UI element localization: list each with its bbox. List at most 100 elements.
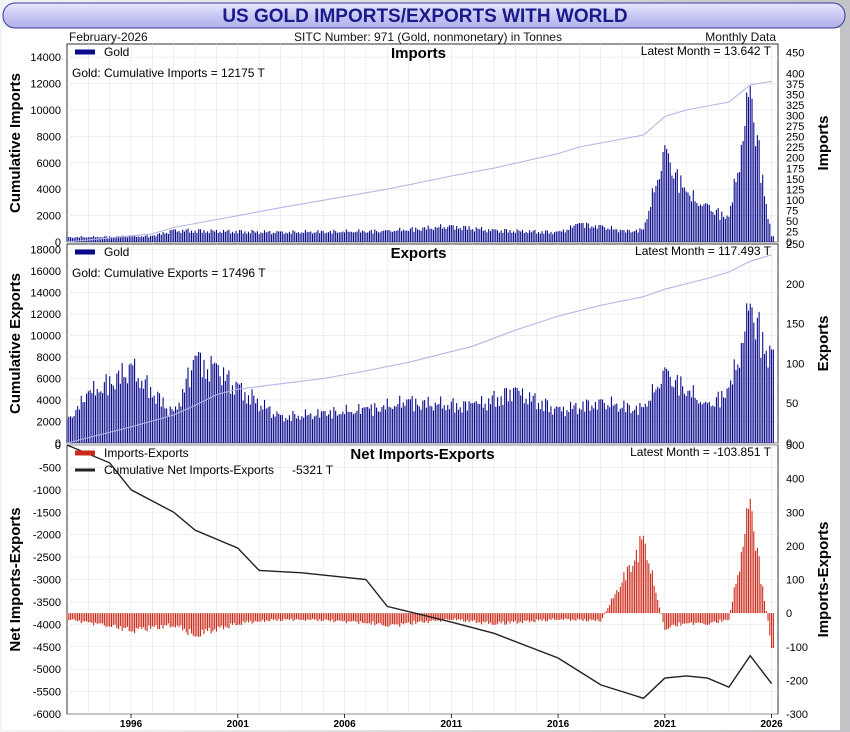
bar-exports: [771, 349, 773, 443]
bar-exports: [498, 405, 500, 443]
bar-exports: [408, 399, 410, 443]
bar-net: [267, 613, 269, 621]
bar-imports: [762, 174, 764, 242]
left-tick-net: -1500: [33, 507, 61, 519]
bar-exports: [568, 411, 570, 443]
bar-exports: [737, 364, 739, 443]
bar-imports: [253, 231, 255, 242]
bar-net: [118, 613, 120, 629]
bar-exports: [409, 399, 411, 443]
bar-exports: [678, 395, 680, 443]
bar-imports: [616, 229, 618, 242]
bar-net: [367, 613, 369, 624]
bar-net: [148, 613, 150, 626]
bar-net: [87, 613, 89, 623]
bar-exports: [84, 402, 86, 443]
bar-exports: [292, 410, 294, 443]
bar-net: [326, 613, 328, 620]
bar-net: [635, 549, 637, 614]
bar-exports: [285, 417, 287, 443]
bar-imports: [724, 218, 726, 242]
right-tick-net: 300: [786, 507, 804, 519]
bar-exports: [400, 407, 403, 443]
bar-net: [247, 613, 250, 623]
bar-exports: [301, 416, 303, 443]
bar-imports: [176, 231, 178, 242]
bar-imports: [525, 231, 527, 242]
bar-net: [648, 563, 650, 614]
bar-exports: [717, 391, 719, 443]
bar-exports: [328, 414, 330, 443]
bar-net: [459, 613, 461, 620]
bar-net: [637, 562, 639, 614]
bar-imports: [393, 230, 395, 242]
bar-imports: [388, 230, 390, 242]
bar-exports: [311, 419, 314, 443]
bar-net: [157, 613, 159, 629]
right-tick-exports: 150: [786, 319, 804, 331]
bar-net: [306, 613, 308, 620]
bar-imports: [755, 146, 757, 242]
bar-net: [315, 613, 317, 620]
left-axis-title-exports: Cumulative Exports: [7, 273, 24, 414]
bar-exports: [354, 412, 356, 443]
bar-imports: [287, 233, 289, 242]
bar-net: [568, 613, 570, 619]
bar-exports: [134, 358, 136, 443]
bar-exports: [459, 407, 461, 443]
bar-imports: [368, 231, 371, 242]
bar-net: [619, 586, 621, 614]
left-tick-net: -2000: [33, 530, 61, 542]
bar-exports: [472, 403, 474, 443]
bar-exports: [584, 411, 586, 443]
bar-exports: [185, 378, 187, 443]
bar-imports: [235, 230, 237, 242]
bar-net: [386, 613, 388, 627]
bar-net: [626, 566, 629, 614]
bar-exports: [699, 402, 701, 443]
bar-exports: [463, 401, 465, 443]
bar-imports: [304, 229, 306, 242]
bar-net: [416, 613, 419, 623]
bar-exports: [690, 397, 693, 443]
bar-net: [96, 613, 98, 624]
bar-net: [210, 613, 212, 634]
bar-imports: [322, 231, 324, 242]
bar-exports: [758, 311, 760, 443]
bar-net: [100, 613, 102, 624]
bar-net: [255, 613, 257, 621]
bar-net: [404, 613, 406, 624]
bar-imports: [208, 233, 210, 242]
bar-net: [313, 613, 315, 620]
bar-exports: [235, 381, 237, 443]
bar-imports: [214, 231, 216, 242]
bar-imports: [461, 230, 463, 242]
bar-exports: [650, 400, 652, 443]
bar-imports: [482, 230, 484, 242]
bar-imports: [603, 227, 605, 242]
bar-imports: [68, 236, 70, 242]
bar-exports: [347, 411, 349, 443]
bar-imports: [215, 229, 218, 242]
bar-exports: [267, 407, 269, 443]
bar-imports: [118, 236, 120, 242]
bar-exports: [219, 376, 221, 443]
bar-imports: [354, 232, 356, 242]
bar-exports: [452, 398, 454, 443]
bar-imports: [288, 231, 290, 242]
bar-imports: [505, 229, 508, 242]
bar-imports: [630, 232, 632, 242]
bar-net: [434, 613, 436, 622]
bar-exports: [557, 407, 559, 443]
bar-imports: [180, 232, 182, 242]
bar-imports: [582, 222, 584, 242]
bar-exports: [479, 404, 481, 443]
bar-imports: [767, 219, 769, 242]
bar-imports: [174, 229, 177, 242]
bar-net: [530, 613, 532, 621]
bar-net: [320, 613, 322, 622]
bar-imports: [376, 231, 378, 242]
bar-imports: [712, 212, 714, 242]
bar-imports: [445, 228, 447, 242]
bar-imports: [103, 236, 105, 242]
